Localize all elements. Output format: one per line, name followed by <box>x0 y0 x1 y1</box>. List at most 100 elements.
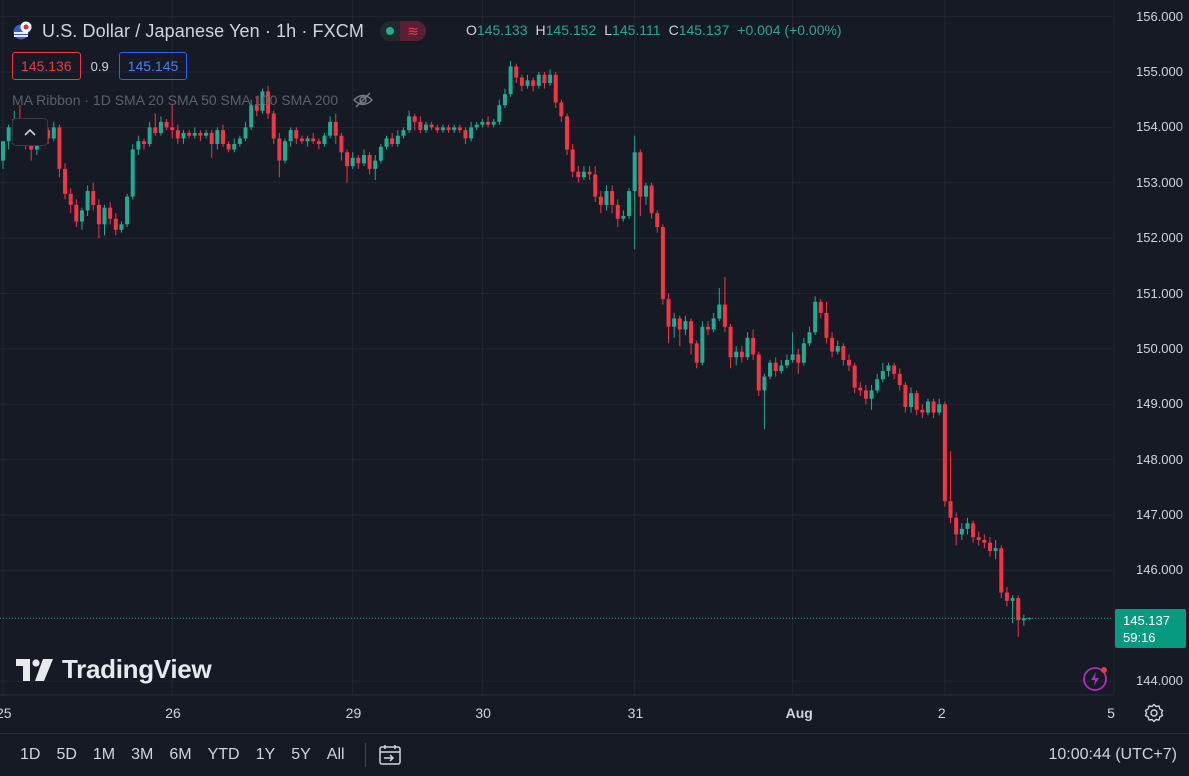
data-delay-icon: ≋ <box>399 21 426 41</box>
candle <box>847 354 851 372</box>
candle-body <box>717 304 722 319</box>
candle-body <box>909 393 914 408</box>
candlestick-chart[interactable] <box>0 0 1189 733</box>
candle <box>655 210 660 233</box>
candle-body <box>452 127 457 131</box>
candle <box>57 124 62 178</box>
range-button-3m[interactable]: 3M <box>131 746 154 763</box>
candle-body <box>604 191 609 205</box>
candle <box>982 534 987 549</box>
price-tick-label: 150.000 <box>1136 340 1183 356</box>
candle <box>931 398 936 419</box>
range-button-5d[interactable]: 5D <box>56 746 77 763</box>
candle <box>68 188 73 214</box>
candle-body <box>593 174 598 197</box>
candle-body <box>350 157 355 167</box>
candle <box>412 113 417 131</box>
candle <box>813 296 818 336</box>
candle-body <box>542 74 547 84</box>
candle <box>734 346 739 366</box>
candle <box>63 163 68 200</box>
go-to-date-icon[interactable] <box>378 743 404 767</box>
buy-button[interactable]: 145.145 <box>118 52 188 80</box>
hidden-eye-icon[interactable] <box>352 92 374 108</box>
candle-body <box>615 204 620 219</box>
candle-body <box>63 168 68 194</box>
candle-body <box>91 191 96 205</box>
candle <box>446 124 451 133</box>
sell-button[interactable]: 145.136 <box>12 52 81 80</box>
market-status-pill[interactable]: ≋ <box>379 21 426 41</box>
candle-body <box>215 130 220 144</box>
candle <box>305 135 310 147</box>
candle <box>615 199 620 228</box>
candle <box>491 119 496 128</box>
candle <box>294 127 299 144</box>
collapse-legend-button[interactable] <box>12 118 48 146</box>
us-jp-flag-icon <box>12 21 32 41</box>
bottom-toolbar: 1D 5D 1M 3M 6M YTD 1Y 5Y All 10:00:44 (UTC+7) <box>0 733 1189 776</box>
candle-body <box>576 171 581 178</box>
candle-body <box>345 152 350 167</box>
candle <box>925 398 930 416</box>
candle-body <box>959 528 964 535</box>
range-button-6m[interactable]: 6M <box>169 746 192 763</box>
candle-body <box>74 204 79 222</box>
candle-body <box>96 204 101 225</box>
candle <box>469 121 474 142</box>
candle-body <box>401 130 406 136</box>
candle <box>339 132 344 161</box>
candle-body <box>796 354 801 363</box>
candle <box>452 124 457 133</box>
candle-body <box>745 337 750 358</box>
candle <box>536 71 541 89</box>
candle <box>677 315 682 347</box>
candle-body <box>993 548 998 552</box>
candle-body <box>768 362 773 377</box>
candle <box>85 185 90 216</box>
candle-body <box>373 160 378 169</box>
candle <box>142 138 146 150</box>
candle <box>1004 587 1009 607</box>
low-value: 145.111 <box>612 22 661 38</box>
candle <box>514 63 519 84</box>
candle <box>965 517 970 535</box>
candle-body <box>920 409 925 413</box>
candle-body <box>734 351 739 358</box>
candle-body <box>435 127 440 131</box>
candle-body <box>311 138 316 142</box>
candle <box>198 130 203 142</box>
tradingview-logo-icon <box>16 658 53 681</box>
range-button-5y[interactable]: 5Y <box>291 746 311 763</box>
candle-body <box>519 77 524 86</box>
range-button-1m[interactable]: 1M <box>92 746 116 763</box>
candle <box>424 121 428 133</box>
range-button-all[interactable]: All <box>326 746 345 763</box>
timezone-clock[interactable]: 10:00:44 (UTC+7) <box>1048 746 1177 763</box>
candle <box>519 74 524 92</box>
lightning-icon[interactable] <box>1082 666 1108 692</box>
candle <box>463 127 468 144</box>
range-button-1y[interactable]: 1Y <box>255 746 276 763</box>
candle-body <box>1004 592 1009 601</box>
candle-body <box>863 390 868 399</box>
range-button-ytd[interactable]: YTD <box>207 746 240 763</box>
symbol-title[interactable]: U.S. Dollar / Japanese Yen · 1h · FXCM <box>42 20 364 41</box>
candle-body <box>328 121 333 136</box>
candle <box>858 382 863 396</box>
candle <box>779 359 784 374</box>
range-button-1d[interactable]: 1D <box>20 746 41 763</box>
candle <box>666 293 671 344</box>
candle <box>497 99 502 125</box>
candle <box>457 124 462 133</box>
tradingview-watermark: TradingView <box>16 654 212 685</box>
candle <box>79 207 84 230</box>
candle-body <box>897 373 902 385</box>
price-tick-label: 156.000 <box>1136 8 1183 24</box>
candle <box>328 116 333 139</box>
indicator-legend[interactable]: MA Ribbon · 1D SMA 20 SMA 50 SMA 100 SMA… <box>12 92 374 108</box>
gear-icon[interactable] <box>1144 703 1164 723</box>
candle <box>266 85 271 120</box>
candle <box>903 382 908 413</box>
candle <box>553 71 558 108</box>
